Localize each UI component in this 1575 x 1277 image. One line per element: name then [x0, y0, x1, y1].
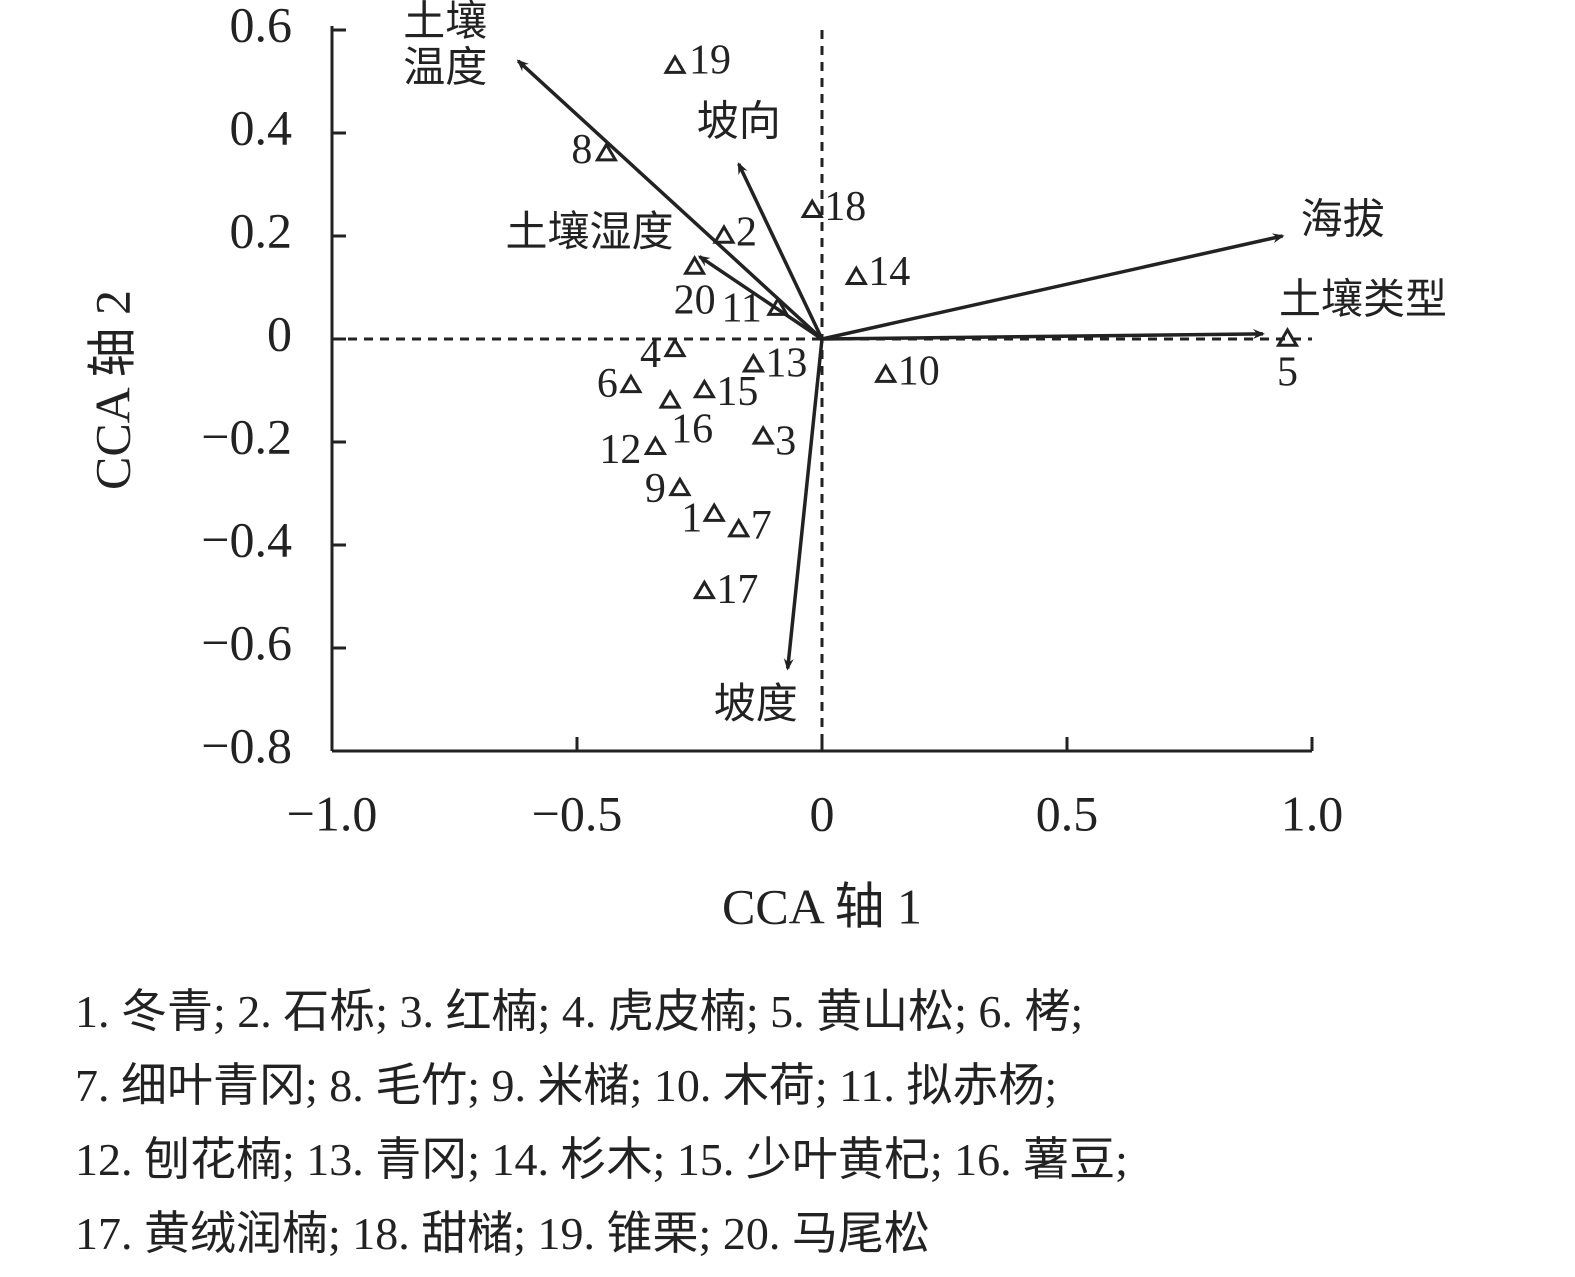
biplot-arrow [783, 338, 824, 671]
point-label: 13 [765, 340, 807, 386]
point-label: 7 [751, 503, 772, 549]
point-label: 1 [681, 496, 702, 542]
x-axis-label: CCA 轴 1 [722, 878, 922, 934]
biplot-arrow [737, 162, 824, 340]
point [668, 476, 692, 497]
point [619, 373, 643, 394]
y-tick-label: 0 [267, 305, 292, 361]
point-label: 8 [571, 127, 592, 173]
point [727, 517, 751, 538]
point-label: 10 [898, 349, 940, 395]
point-label: 20 [674, 278, 716, 324]
y-tick-label: 0.6 [230, 0, 293, 52]
point-label: 3 [775, 418, 796, 464]
biplot-arrow [516, 59, 824, 341]
point [844, 265, 868, 285]
x-tick-label: 0 [810, 785, 835, 841]
x-tick-label: −1.0 [287, 785, 378, 841]
point-label: 9 [645, 466, 666, 512]
point [702, 502, 726, 522]
point [766, 296, 790, 316]
arrow-label: 海拔 [1301, 198, 1385, 244]
point [874, 363, 898, 383]
point [682, 254, 707, 275]
y-tick-label: −0.4 [201, 511, 292, 567]
arrow-label: 土壤湿度 [505, 209, 673, 256]
point-label: 19 [689, 38, 731, 84]
biplot-arrow [821, 328, 1265, 341]
point [751, 424, 775, 445]
point [658, 388, 682, 409]
point [712, 224, 736, 244]
point-label: 16 [671, 406, 713, 452]
caption-line: 1. 冬青; 2. 石栎; 3. 红楠; 4. 虎皮楠; 5. 黄山松; 6. … [75, 986, 1083, 1037]
x-tick-label: 1.0 [1281, 785, 1344, 841]
y-tick-label: 0.2 [230, 202, 293, 258]
point [663, 54, 687, 74]
caption-line: 17. 黄绒润楠; 18. 甜槠; 19. 锥栗; 20. 马尾松 [75, 1208, 930, 1259]
x-tick-label: 0.5 [1036, 785, 1099, 841]
arrow-label: 土壤类型 [1279, 276, 1447, 323]
point [692, 378, 717, 399]
point [692, 579, 717, 600]
y-tick-label: −0.2 [201, 408, 292, 464]
y-tick-label: 0.4 [230, 99, 293, 155]
point [594, 141, 619, 162]
y-axis-label: CCA 轴 2 [84, 290, 140, 490]
x-tick-label: −0.5 [532, 785, 623, 841]
caption-line: 12. 刨花楠; 13. 青冈; 14. 杉木; 15. 少叶黄杞; 16. 薯… [75, 1134, 1128, 1185]
arrow-label: 坡度 [714, 682, 798, 728]
arrow-label: 温度 [403, 46, 487, 92]
point-label: 11 [721, 286, 761, 332]
biplot-arrow [821, 233, 1285, 341]
point-label: 14 [868, 249, 910, 295]
point-label: 12 [599, 427, 641, 473]
point [800, 198, 824, 219]
caption-line: 7. 细叶青冈; 8. 毛竹; 9. 米槠; 10. 木荷; 11. 拟赤杨; [75, 1060, 1057, 1111]
point-label: 18 [824, 184, 866, 230]
point [643, 435, 668, 455]
point-label: 4 [640, 331, 661, 377]
point [741, 352, 766, 373]
point [1275, 327, 1300, 347]
y-tick-label: −0.8 [201, 717, 292, 773]
point-label: 6 [597, 361, 618, 407]
arrow-label: 坡向 [697, 100, 781, 146]
point-label: 2 [736, 210, 757, 256]
biplot-arrow [697, 255, 823, 341]
point [663, 337, 687, 358]
point-label: 17 [716, 567, 758, 613]
arrow-label: 土壤 [403, 0, 487, 46]
y-tick-label: −0.6 [201, 614, 292, 670]
point-label: 15 [716, 369, 758, 415]
point-label: 5 [1277, 350, 1298, 396]
